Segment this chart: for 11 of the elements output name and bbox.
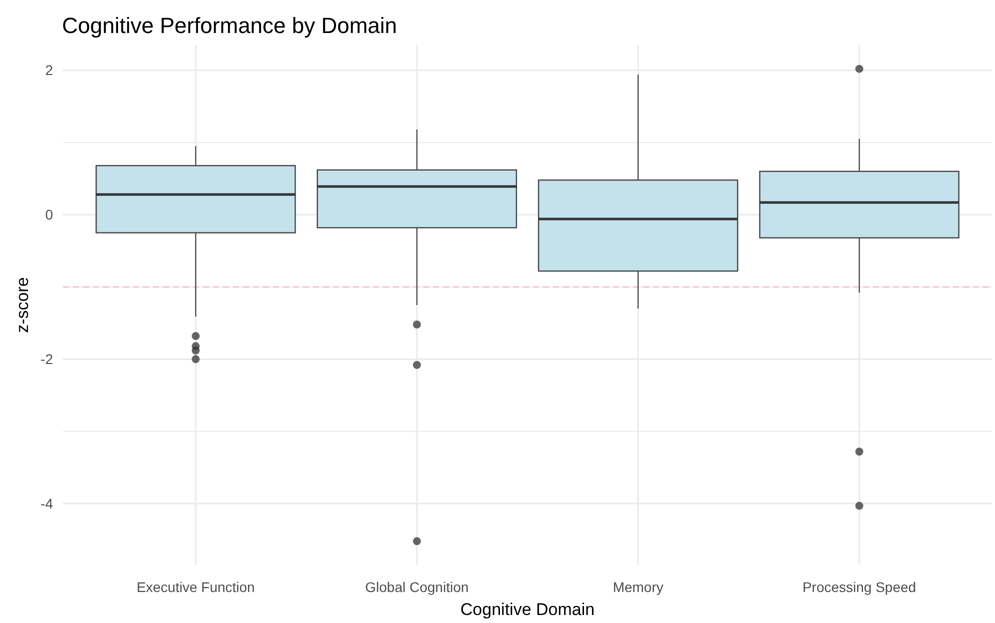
chart-title: Cognitive Performance by Domain (62, 13, 398, 38)
y-tick-label: -4 (40, 496, 54, 512)
x-axis-title: Cognitive Domain (460, 600, 595, 619)
y-tick-label: 2 (45, 62, 54, 78)
y-tick-label: -2 (40, 351, 54, 368)
x-tick-label: Memory (612, 579, 664, 595)
x-tick-label: Processing Speed (802, 579, 916, 595)
y-axis-title: z-score (13, 277, 32, 333)
x-tick-label: Global Cognition (365, 579, 469, 595)
x-tick-label: Executive Function (136, 579, 255, 595)
y-tick-label: 0 (45, 206, 54, 223)
